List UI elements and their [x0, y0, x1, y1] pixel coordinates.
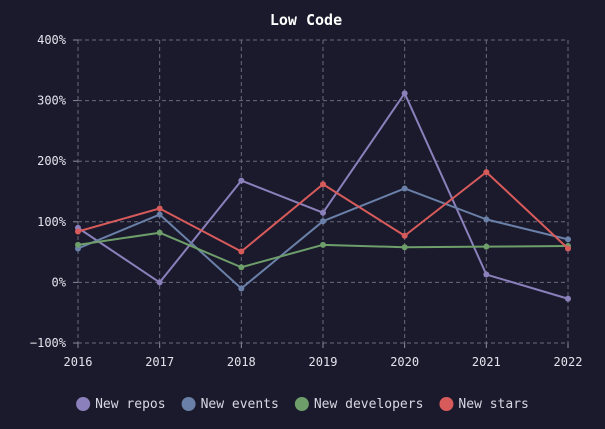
data-point-new-stars: [320, 181, 326, 188]
data-point-new-stars: [238, 248, 245, 255]
data-point-new-developers: [238, 264, 245, 271]
data-point-new-developers: [320, 241, 326, 248]
y-tick-label: −100%: [30, 336, 67, 350]
legend-label: New stars: [458, 397, 528, 412]
data-point-new-repos: [238, 177, 245, 184]
data-point-new-developers: [483, 243, 490, 250]
data-point-new-repos: [156, 279, 163, 286]
x-tick-label: 2021: [472, 355, 501, 369]
x-tick-label: 2020: [390, 355, 419, 369]
data-point-new-repos: [401, 90, 408, 97]
data-point-new-developers: [401, 244, 408, 251]
y-tick-label: 400%: [37, 33, 67, 47]
data-point-new-events: [483, 216, 490, 223]
y-tick-label: 100%: [37, 215, 67, 229]
series-new-stars: [75, 169, 571, 255]
chart-title: Low Code: [270, 11, 342, 29]
legend-swatch-icon: [181, 397, 196, 411]
x-tick-label: 2016: [64, 355, 93, 369]
legend-swatch-icon: [439, 397, 454, 411]
legend-swatch-icon: [294, 397, 309, 411]
data-point-new-events: [401, 185, 408, 192]
legend-label: New developers: [314, 397, 424, 412]
data-point-new-developers: [156, 229, 163, 236]
x-tick-label: 2022: [554, 355, 583, 369]
legend-swatch-icon: [76, 397, 91, 411]
data-point-new-stars: [483, 169, 490, 176]
x-tick-label: 2019: [309, 355, 338, 369]
data-point-new-stars: [565, 245, 571, 252]
legend: New repos New events New developers New sta…: [76, 397, 529, 412]
legend-item-new-events[interactable]: New events: [181, 397, 279, 412]
data-point-new-repos: [565, 295, 571, 302]
data-point-new-events: [156, 211, 163, 218]
series-new-events: [75, 185, 571, 292]
data-point-new-repos: [320, 209, 326, 216]
data-point-new-stars: [156, 205, 163, 212]
legend-item-new-developers[interactable]: New developers: [294, 397, 424, 412]
series-new-repos: [75, 90, 571, 302]
data-point-new-events: [238, 285, 245, 292]
data-point-new-stars: [401, 232, 408, 239]
legend-label: New events: [201, 397, 279, 412]
data-point-new-stars: [75, 228, 81, 235]
y-tick-label: 0%: [52, 275, 67, 289]
legend-label: New repos: [95, 397, 165, 412]
data-point-new-events: [565, 236, 571, 243]
data-point-new-repos: [483, 271, 490, 278]
axes: −100% 0% 100% 200% 300% 400% 2016 2017 2018 2019 2…: [30, 33, 583, 369]
y-tick-label: 300%: [37, 94, 67, 108]
legend-item-new-stars[interactable]: New stars: [439, 397, 529, 412]
x-tick-label: 2018: [227, 355, 256, 369]
x-tick-label: 2017: [145, 355, 174, 369]
data-point-new-events: [320, 218, 326, 225]
data-point-new-developers: [75, 241, 81, 248]
legend-item-new-repos[interactable]: New repos: [76, 397, 166, 412]
series: [75, 90, 571, 302]
y-tick-label: 200%: [37, 154, 67, 168]
grid: [77, 39, 569, 344]
